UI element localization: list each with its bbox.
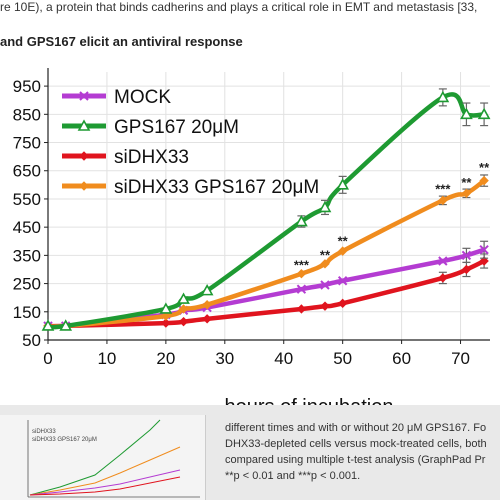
data-point-x — [438, 256, 448, 266]
significance-annotation: *** — [435, 181, 451, 196]
data-point-diamond — [202, 314, 212, 324]
significance-annotation: ** — [320, 248, 331, 263]
body-text-top: re 10E), a protein that binds cadherins … — [0, 0, 478, 14]
data-point-diamond — [202, 300, 212, 310]
series-sidhx33-gps167-20-m — [43, 174, 489, 331]
data-point-diamond — [178, 304, 189, 314]
data-point-diamond — [296, 304, 307, 314]
x-tick-label: 20 — [156, 349, 175, 368]
data-point-diamond — [161, 318, 171, 328]
y-tick-label: 150 — [13, 303, 41, 322]
data-point-triangle — [77, 119, 91, 131]
x-tick-label: 50 — [333, 349, 352, 368]
y-tick-label: 350 — [13, 246, 41, 265]
significance-annotation: ** — [338, 233, 349, 248]
y-tick-label: 850 — [13, 105, 41, 124]
legend-label: siDHX33 — [114, 147, 189, 168]
data-point-triangle — [59, 319, 73, 331]
caption-line: **p < 0.01 and ***p < 0.001. — [225, 470, 361, 482]
data-point-diamond — [461, 188, 472, 199]
y-tick-label: 50 — [22, 331, 41, 350]
data-point-diamond — [337, 246, 348, 256]
data-point-diamond — [79, 151, 89, 161]
data-point-x — [337, 276, 348, 286]
data-point-x — [296, 284, 307, 294]
legend: MOCK GPS167 20μM siDHX33 siDHX33 GPS167 20μ… — [62, 87, 319, 198]
data-point-diamond — [79, 181, 89, 191]
data-point-triangle — [318, 200, 332, 213]
data-point-diamond — [296, 268, 307, 279]
data-point-diamond — [479, 256, 489, 266]
figure-thumbnail[interactable]: siDHX33 siDHX33 GPS167 20μM — [0, 415, 206, 500]
data-point-triangle — [41, 319, 55, 331]
data-point-triangle — [177, 292, 190, 304]
thumbnail-green-line — [29, 419, 161, 496]
legend-label: siDHX33 GPS167 20μM — [114, 177, 319, 198]
y-tick-label: 650 — [13, 162, 41, 181]
data-point-triangle — [200, 283, 214, 296]
significance-annotation: ** — [479, 160, 490, 175]
thumbnail-purple-line — [29, 469, 181, 496]
data-point-triangle — [159, 302, 173, 314]
x-tick-label: 40 — [274, 349, 293, 368]
x-tick-label: 60 — [392, 349, 411, 368]
figure-chart: 50 150 250 350 450 550 650 750 850 950 0 10 20 30 40 50… — [0, 60, 500, 420]
data-point-triangle — [436, 90, 450, 103]
figure-caption: different times and with or without 20 μ… — [225, 420, 500, 484]
y-tick-label: 250 — [13, 275, 41, 294]
data-point-diamond — [438, 195, 448, 206]
caption-line: different times and with or without 20 μ… — [225, 422, 487, 434]
legend-label: GPS167 20μM — [114, 117, 239, 138]
y-tick-label: 550 — [13, 190, 41, 209]
significance-annotation: ** — [461, 175, 472, 190]
data-point-diamond — [178, 316, 189, 327]
thumbnail-plot — [27, 419, 200, 498]
thumbnail-orange-line — [29, 446, 181, 496]
significance-annotation: *** — [294, 257, 310, 272]
data-point-triangle — [477, 107, 491, 120]
x-tick-label: 0 — [43, 349, 52, 368]
data-point-triangle — [460, 107, 473, 120]
line-chart: 50 150 250 350 450 550 650 750 850 950 0 10 20 30 40 50… — [0, 60, 500, 420]
thumbnail-legend-sidhx33: siDHX33 — [32, 429, 56, 435]
x-tick-label: 30 — [215, 349, 234, 368]
caption-line: DHX33-depleted cells versus mock-treated… — [225, 438, 487, 450]
data-point-diamond — [320, 301, 330, 311]
data-point-x — [479, 245, 489, 255]
data-point-x — [461, 250, 472, 261]
data-point-diamond — [438, 273, 448, 283]
thumbnail-red-line — [29, 476, 181, 496]
y-tick-label: 450 — [13, 218, 41, 237]
section-heading: and GPS167 elicit an antiviral response — [0, 34, 243, 49]
data-point-diamond — [479, 175, 489, 186]
data-point-diamond — [337, 298, 348, 309]
caption-line: compared using multiple t-test analysis … — [225, 454, 486, 466]
data-point-x — [320, 280, 330, 290]
series-group — [41, 88, 491, 331]
y-tick-label: 750 — [13, 134, 41, 153]
x-tick-label: 10 — [97, 349, 116, 368]
thumbnail-legend-sidhx33-gps: siDHX33 GPS167 20μM — [32, 437, 97, 443]
series-gps167-20-m — [41, 88, 491, 331]
data-point-diamond — [461, 264, 472, 275]
x-tick-label: 70 — [451, 349, 470, 368]
y-tick-label: 950 — [13, 77, 41, 96]
data-point-triangle — [295, 214, 308, 227]
data-point-diamond — [161, 311, 171, 321]
legend-label: MOCK — [114, 87, 171, 108]
data-point-x — [79, 91, 89, 101]
annotations: ********** **** — [294, 160, 490, 272]
data-point-triangle — [336, 178, 350, 190]
data-point-diamond — [320, 259, 330, 269]
